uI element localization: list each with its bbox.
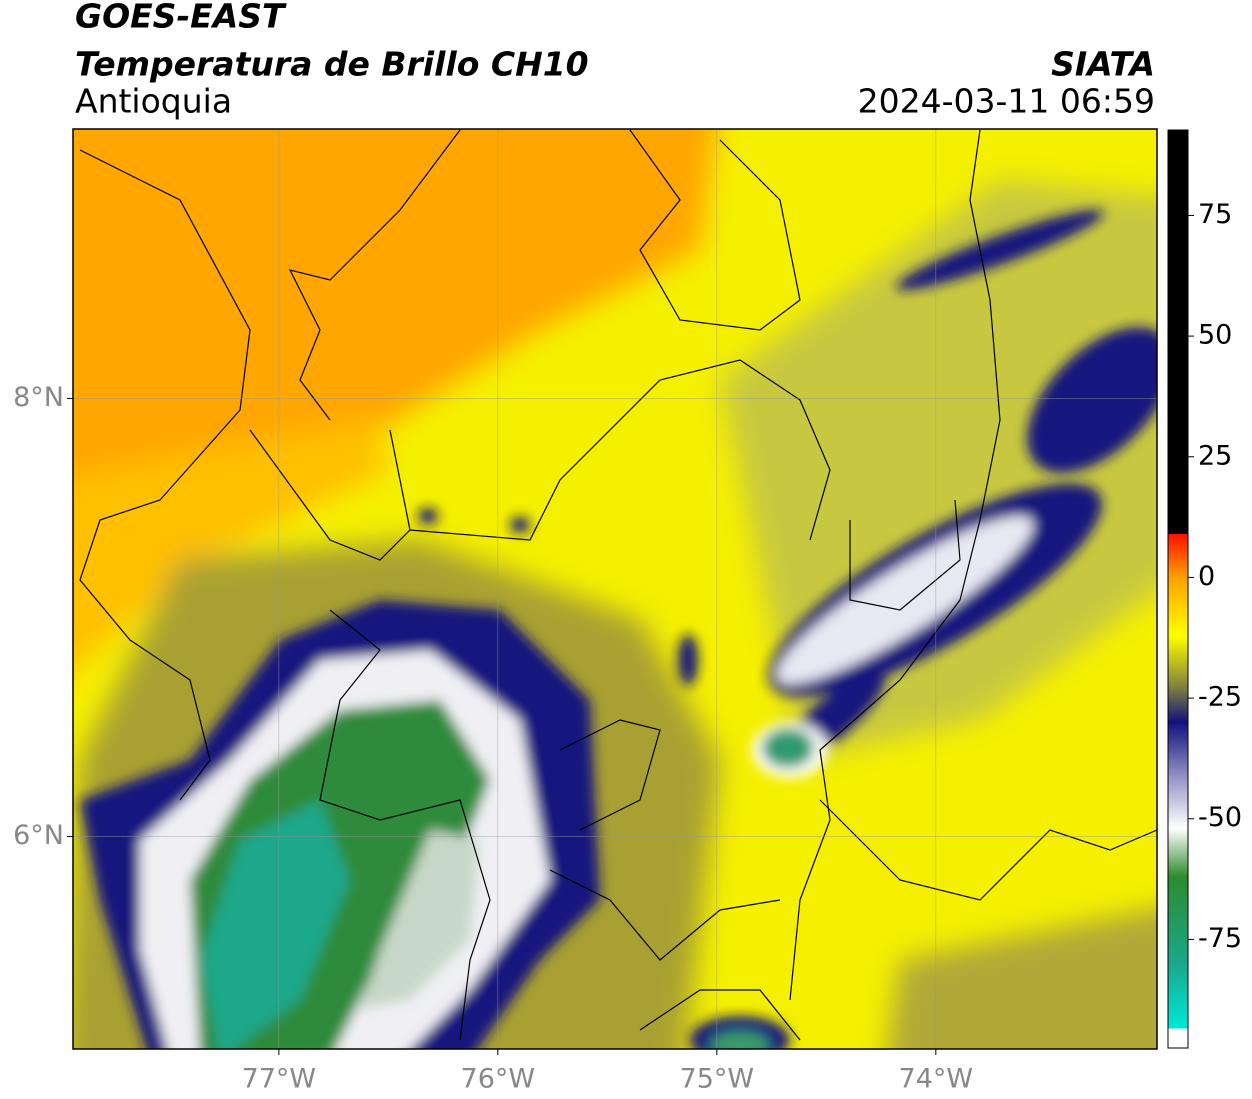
map-frame	[72, 128, 1158, 1050]
datetime-label: 2024-03-11 06:59	[858, 82, 1155, 121]
product-title: Temperatura de Brillo CH10	[75, 45, 589, 84]
x-tick-label: 74°W	[899, 1064, 974, 1095]
x-tick-label: 76°W	[461, 1064, 536, 1095]
colorbar-tick-label: -25	[1198, 682, 1242, 713]
colorbar-tick-label: 50	[1198, 320, 1232, 351]
x-tick-label: 77°W	[242, 1064, 317, 1095]
colorbar-tick-label: 0	[1198, 561, 1215, 592]
colorbar-tick-label: -50	[1198, 802, 1242, 833]
x-tick-label: 75°W	[680, 1064, 755, 1095]
colorbar	[1167, 129, 1189, 1049]
colorbar-tick-label: 25	[1198, 440, 1232, 471]
source-label: SIATA	[1051, 45, 1155, 84]
colorbar-tick-label: 75	[1198, 199, 1232, 230]
colorbar-tick-label: -75	[1198, 923, 1242, 954]
satellite-image	[73, 129, 1157, 1049]
satellite-title: GOES-EAST	[75, 0, 287, 36]
borders	[79, 129, 1157, 1041]
y-tick-label: 8°N	[13, 382, 64, 413]
region-label: Antioquia	[75, 82, 232, 121]
graticule	[73, 129, 1157, 1049]
y-tick-label: 6°N	[13, 820, 64, 851]
